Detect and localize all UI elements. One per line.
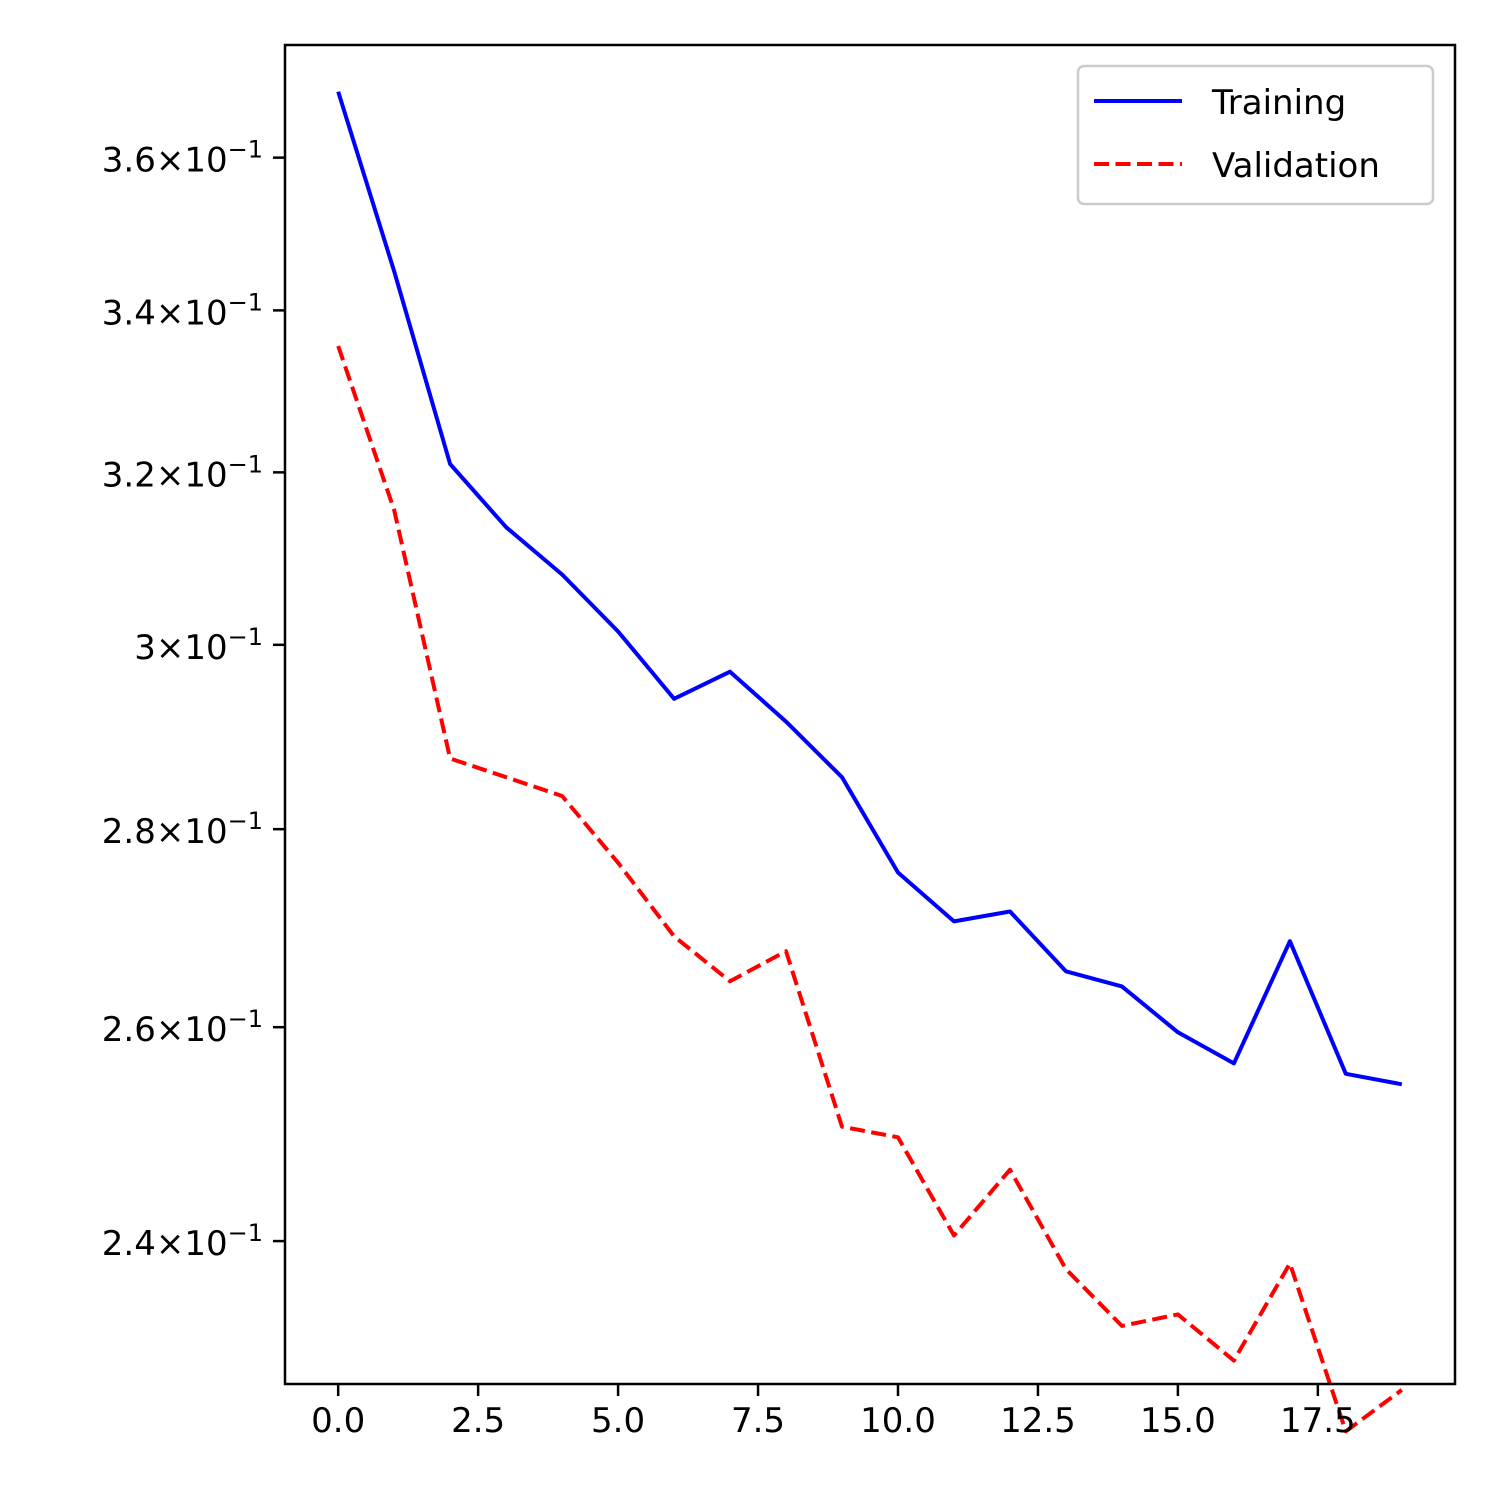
x-tick-label: 17.5 — [1280, 1401, 1356, 1441]
legend-label-training: Training — [1211, 83, 1346, 123]
y-tick-label: 2.4×10−1 — [102, 1219, 263, 1264]
x-axis: 0.0 2.5 5.0 7.5 10.0 12.5 15.0 17.5 — [311, 1384, 1356, 1441]
x-tick-label: 10.0 — [860, 1401, 936, 1441]
y-tick-label: 3.6×10−1 — [102, 136, 263, 181]
x-tick-label: 12.5 — [1000, 1401, 1076, 1441]
y-tick-label: 3×10−1 — [134, 623, 263, 668]
series-layer — [336, 91, 1403, 1434]
x-tick-label: 2.5 — [451, 1401, 505, 1441]
series-line-validation — [336, 345, 1403, 1434]
y-axis: 3.6×10−1 3.4×10−1 3.2×10−1 3×10−1 2.8×10−1 2.… — [102, 136, 285, 1264]
legend-label-validation: Validation — [1212, 146, 1380, 186]
x-tick-label: 0.0 — [311, 1401, 365, 1441]
series-line-training — [336, 91, 1403, 1087]
y-tick-label: 2.6×10−1 — [102, 1005, 263, 1050]
y-tick-label: 3.4×10−1 — [102, 288, 263, 333]
x-tick-label: 15.0 — [1140, 1401, 1216, 1441]
x-tick-label: 5.0 — [591, 1401, 645, 1441]
plot-area — [285, 45, 1455, 1384]
axes-frame — [283, 43, 1457, 1386]
x-tick-label: 7.5 — [731, 1401, 785, 1441]
y-tick-label: 3.2×10−1 — [102, 450, 263, 495]
legend: Training Validation — [1076, 64, 1435, 206]
y-tick-label: 2.8×10−1 — [102, 807, 263, 852]
